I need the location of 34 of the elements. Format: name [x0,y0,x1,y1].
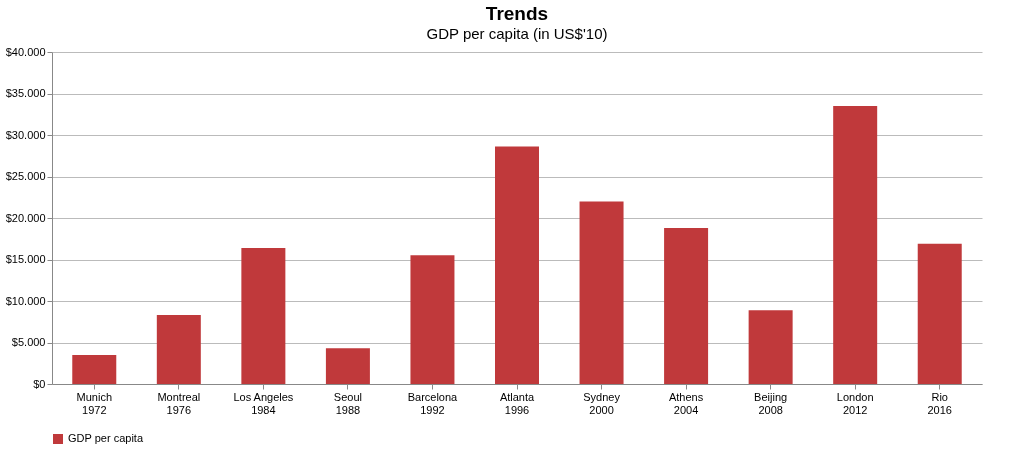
bar [833,105,878,384]
bar [917,243,962,384]
x-tick-label: Athens 2004 [668,390,704,416]
y-tick-label: $15.000 [5,253,46,265]
x-tick-label: Atlanta 1996 [499,390,535,416]
x-tick-label: London 2012 [836,390,874,416]
x-tick-label: Sydney 2000 [583,390,621,416]
y-tick-label: $0 [33,377,46,390]
bar [664,227,709,384]
x-tick-label: Beijing 2008 [754,390,788,416]
x-tick-label: Rio 2016 [927,390,952,416]
y-tick-label: $10.000 [5,294,46,307]
legend-label: GDP per capita [68,432,144,444]
x-tick-label: Seoul 1988 [333,390,362,416]
x-tick-label: Barcelona 1992 [407,390,459,416]
bar [410,255,455,384]
x-tick-label: Los Angeles 1984 [233,390,294,416]
y-tick-label: $5.000 [11,336,46,348]
bar [748,310,793,384]
y-tick-label: $25.000 [5,170,46,182]
y-tick-label: $40.000 [5,45,46,58]
chart-title: Trends [485,3,549,24]
bar [495,146,539,384]
chart-subtitle: GDP per capita (in US$'10) [426,25,608,42]
y-tick-label: $35.000 [5,87,46,99]
bar [72,354,117,384]
bar [325,348,370,384]
x-tick-label: Montreal 1976 [157,390,201,416]
bar [579,201,624,384]
x-tick-label: Munich 1972 [76,390,113,416]
y-tick-label: $30.000 [5,128,46,141]
y-tick-label: $20.000 [5,211,46,224]
bar [156,315,201,384]
bar [241,247,286,384]
